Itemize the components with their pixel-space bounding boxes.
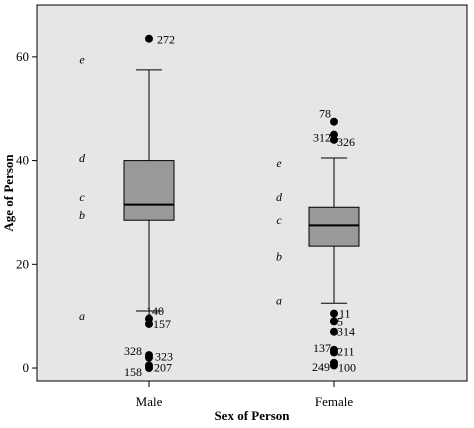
outlier-label: 326 bbox=[337, 135, 355, 149]
outlier-label: 314 bbox=[337, 325, 355, 339]
outlier-label: 11 bbox=[339, 307, 351, 321]
y-tick-label: 40 bbox=[16, 153, 29, 168]
outlier-point-female bbox=[330, 309, 338, 318]
outlier-point-female bbox=[330, 317, 338, 326]
y-tick-label: 20 bbox=[16, 256, 29, 271]
outlier-point-male bbox=[145, 34, 153, 43]
x-tick-label: Male bbox=[136, 394, 163, 409]
outlier-point-male bbox=[145, 353, 153, 362]
box-male bbox=[123, 160, 175, 221]
outlier-point-female bbox=[330, 117, 338, 126]
y-tick-label: 0 bbox=[23, 360, 30, 375]
outlier-label: 211 bbox=[337, 344, 355, 358]
annotation-letter: e bbox=[276, 156, 282, 170]
outlier-label: 140 bbox=[146, 304, 164, 318]
outlier-point-female bbox=[330, 348, 338, 357]
outlier-label: 137 bbox=[313, 341, 331, 355]
annotation-letter: b bbox=[79, 208, 85, 222]
annotation-letter: d bbox=[79, 151, 86, 165]
x-tick-label: Female bbox=[315, 394, 353, 409]
annotation-letter: e bbox=[79, 52, 85, 66]
annotation-letter: c bbox=[79, 190, 85, 204]
outlier-label: 323 bbox=[155, 350, 173, 364]
y-axis-title: Age of Person bbox=[1, 154, 16, 232]
outlier-label: 249 bbox=[312, 360, 330, 374]
outlier-label: 328 bbox=[124, 344, 142, 358]
annotation-letter: b bbox=[276, 250, 282, 264]
outlier-label: 157 bbox=[153, 317, 171, 331]
annotation-letter: a bbox=[276, 294, 282, 308]
annotation-letter: a bbox=[79, 309, 85, 323]
x-axis-title: Sex of Person bbox=[214, 408, 290, 423]
y-tick-label: 60 bbox=[16, 49, 29, 64]
annotation-letter: d bbox=[276, 190, 283, 204]
annotation-letter: c bbox=[276, 213, 282, 227]
outlier-label: 207 bbox=[154, 360, 172, 374]
outlier-label: 100 bbox=[338, 360, 356, 374]
outlier-point-male bbox=[145, 361, 153, 370]
outlier-label: 312 bbox=[313, 131, 331, 145]
outlier-point-female bbox=[330, 327, 338, 336]
outlier-label: 78 bbox=[319, 107, 331, 121]
outlier-point-female bbox=[330, 361, 338, 370]
outlier-label: 272 bbox=[157, 33, 175, 47]
outlier-point-female bbox=[330, 135, 338, 144]
outlier-label: 5 bbox=[337, 314, 343, 328]
outlier-point-male bbox=[145, 319, 153, 328]
outlier-label: 158 bbox=[124, 365, 142, 379]
box-female bbox=[308, 206, 360, 247]
plot-area bbox=[36, 4, 468, 382]
